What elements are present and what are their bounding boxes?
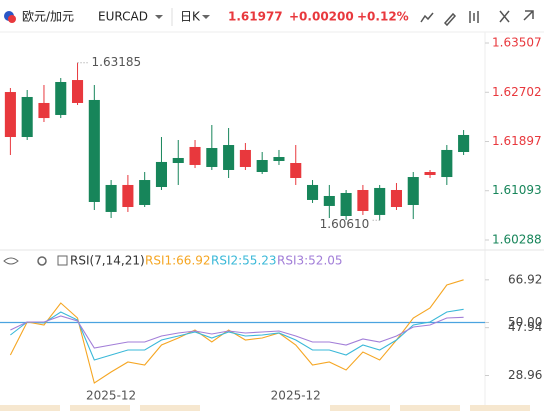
candle-body	[172, 157, 184, 164]
y-tick-label: 47.94	[508, 320, 542, 334]
candle-body	[323, 195, 335, 206]
y-tick-label: 28.96	[508, 368, 542, 382]
legend-entry: RSI1:66.92	[145, 254, 211, 268]
legend-entry: RSI3:52.05	[277, 254, 343, 268]
candle-body	[71, 80, 84, 103]
y-tick-label: 1.60288	[492, 232, 542, 246]
candle-body	[458, 134, 470, 152]
candle-body	[407, 177, 419, 205]
candle-body	[424, 172, 436, 176]
tab[interactable]	[70, 405, 130, 411]
line-tool-icon[interactable]	[420, 12, 434, 23]
tab[interactable]	[400, 405, 460, 411]
candle-body	[38, 102, 50, 119]
y-tick-label: 1.63507	[492, 36, 542, 50]
candle-body	[122, 184, 134, 208]
fullscreen-icon[interactable]	[499, 10, 510, 23]
candle-body	[139, 180, 151, 205]
expand-icon[interactable]	[523, 10, 534, 21]
flag-icon	[8, 15, 16, 23]
candle-body	[374, 187, 386, 215]
candle-body	[340, 192, 352, 216]
price: 1.61977	[228, 10, 283, 24]
y-tick-label: 1.61897	[492, 134, 542, 148]
change: +0.00200	[289, 10, 354, 24]
tab[interactable]	[330, 405, 390, 411]
tab[interactable]	[0, 405, 60, 411]
rsi-line	[9, 279, 464, 384]
gear-icon[interactable]	[37, 256, 47, 266]
candle-body	[189, 146, 201, 165]
x-tick-label: 2025-12	[271, 389, 321, 403]
indicator-icon[interactable]	[469, 11, 479, 23]
candle-body	[290, 163, 302, 178]
code[interactable]: EURCAD	[98, 10, 148, 24]
symbol: 欧元/加元	[22, 10, 74, 24]
y-tick-label: 50.00	[508, 315, 542, 329]
bottom-tabs	[0, 405, 530, 411]
candle-body	[223, 145, 235, 170]
candle-body	[4, 92, 16, 138]
candle-body	[155, 161, 168, 187]
tab[interactable]	[140, 405, 200, 411]
change-pct: +0.12%	[357, 10, 409, 24]
candle-body	[273, 157, 285, 161]
annotation-label: 1.63185	[92, 55, 142, 69]
eye-icon[interactable]	[3, 257, 19, 265]
x-tick-label: 2025-12	[86, 389, 136, 403]
candle-body	[55, 81, 67, 115]
annotation-label: 1.60610	[320, 217, 370, 231]
y-tick-label: 66.92	[508, 272, 542, 286]
rsi-line	[10, 308, 464, 361]
candle-body	[206, 148, 218, 167]
rsi-line	[10, 315, 464, 349]
y-tick-label: 1.62702	[492, 85, 542, 99]
candle-body	[256, 160, 268, 173]
candle-body	[88, 99, 100, 202]
dropdown-arrow[interactable]	[155, 15, 163, 19]
dropdown-arrow[interactable]	[202, 15, 210, 19]
draw-tool-icon[interactable]	[443, 12, 457, 27]
candle-body	[441, 149, 453, 178]
y-tick-label: 1.61093	[492, 183, 542, 197]
legend-entry: RSI2:55.23	[211, 254, 277, 268]
indicator-title: RSI(7,14,21)	[70, 254, 145, 268]
candle-body	[21, 96, 33, 138]
candle-body	[390, 189, 403, 208]
candle-body	[357, 189, 369, 211]
toolbar	[420, 10, 534, 27]
candle-body	[105, 184, 117, 212]
candle-body	[306, 184, 319, 200]
settings-icon[interactable]	[57, 255, 68, 266]
period[interactable]: 日K	[180, 10, 201, 24]
tab[interactable]	[470, 405, 530, 411]
candle-body	[239, 149, 251, 167]
